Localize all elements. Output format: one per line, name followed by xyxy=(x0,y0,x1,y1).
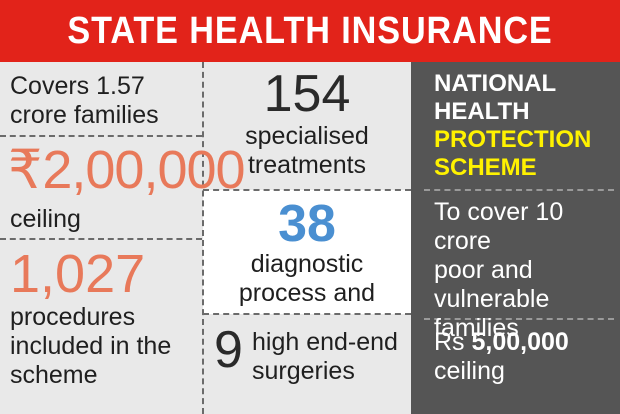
cover-line-2: poor and xyxy=(434,256,533,284)
surgeries-text: high end-end surgeries xyxy=(252,328,410,386)
families-text: Covers 1.57 crore families xyxy=(10,72,200,130)
surgeries-line-1: high end-end xyxy=(252,328,398,356)
right-column xyxy=(411,62,620,414)
ceiling-amount: ₹2,00,000 xyxy=(8,140,246,200)
procedures-value: 1,027 xyxy=(10,244,146,304)
surgeries-value: 9 xyxy=(214,321,243,379)
middle-top-cell xyxy=(203,62,411,190)
title-banner xyxy=(0,0,620,62)
cover-line-3: vulnerable xyxy=(434,285,550,313)
treatments-value: 154 xyxy=(263,65,351,123)
ceiling-label: ceiling xyxy=(10,205,81,233)
national-ceiling-amount: Rs 5,00,000 xyxy=(434,328,616,357)
surgeries-line-2: surgeries xyxy=(252,357,355,385)
treatments-text: specialised treatments xyxy=(203,122,411,180)
national-ceiling: Rs 5,00,000 ceiling xyxy=(434,328,616,386)
scheme-line-2: HEALTH xyxy=(434,98,530,125)
treatments-line-2: treatments xyxy=(247,151,367,179)
scheme-line-1: NATIONAL xyxy=(434,70,557,97)
families-line-1: Covers 1.57 xyxy=(10,72,145,100)
rupee-icon: ₹ xyxy=(8,140,43,200)
divider-middle-1 xyxy=(203,189,411,191)
national-ceiling-label: ceiling xyxy=(434,357,505,385)
cover-line-4: families xyxy=(434,314,519,342)
cover-line-1: To cover 10 crore xyxy=(434,198,564,255)
scheme-line-4: SCHEME xyxy=(434,154,537,181)
cover-text: To cover 10 crore poor and vulnerable fa… xyxy=(434,198,616,343)
banner-title: STATE HEALTH INSURANCE xyxy=(67,9,553,52)
divider-left-2 xyxy=(0,238,202,240)
divider-middle-2 xyxy=(203,313,411,315)
middle-center-cell xyxy=(203,190,411,314)
procedures-line-3: scheme xyxy=(10,361,98,389)
divider-left-1 xyxy=(0,135,202,137)
ceiling-value: 2,00,000 xyxy=(42,140,245,200)
divider-right-1 xyxy=(424,189,614,191)
ceiling-prefix: Rs xyxy=(434,328,472,356)
middle-bottom-cell xyxy=(203,314,411,414)
treatments-line-1: specialised xyxy=(245,122,369,150)
procedures-text: procedures included in the scheme xyxy=(10,303,205,390)
divider-right-2 xyxy=(424,318,614,320)
families-line-2: crore families xyxy=(10,101,159,129)
scheme-title: NATIONAL HEALTH PROTECTION SCHEME xyxy=(434,70,614,182)
diagnostic-line-1: diagnostic xyxy=(250,250,364,278)
diagnostic-value: 38 xyxy=(278,195,336,253)
scheme-line-3: PROTECTION xyxy=(434,126,592,153)
column-divider-left xyxy=(202,62,204,414)
diagnostic-text: diagnostic process and xyxy=(203,250,411,308)
national-ceiling-value: 5,00,000 xyxy=(471,328,569,356)
diagnostic-line-2: process and xyxy=(238,279,376,307)
procedures-line-2: included in the xyxy=(10,332,172,360)
procedures-line-1: procedures xyxy=(10,303,136,331)
